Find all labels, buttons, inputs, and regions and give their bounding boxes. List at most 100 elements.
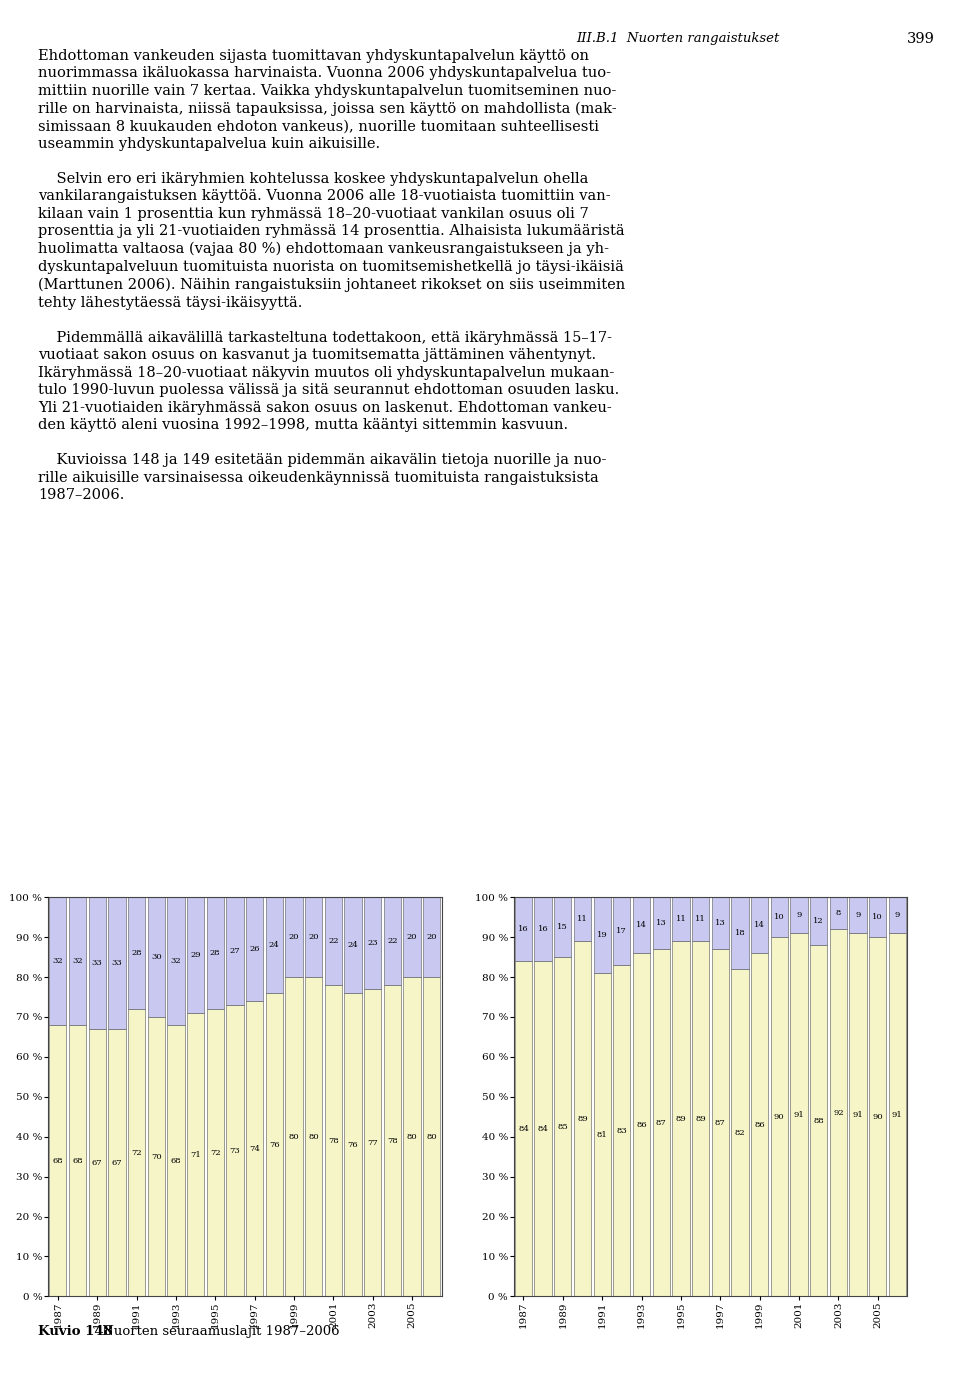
Text: 8: 8	[835, 910, 841, 917]
Text: 91: 91	[892, 1111, 902, 1118]
Text: 11: 11	[577, 915, 588, 924]
Bar	[515, 897, 532, 961]
Bar	[49, 1025, 66, 1296]
Bar	[285, 897, 302, 976]
Text: 30: 30	[151, 953, 161, 961]
Text: 68: 68	[53, 1157, 63, 1164]
Text: 32: 32	[53, 957, 63, 965]
Bar	[850, 933, 867, 1296]
Text: 17: 17	[616, 928, 627, 935]
Bar	[810, 897, 828, 944]
Text: 14: 14	[636, 921, 647, 929]
Text: 85: 85	[558, 1123, 568, 1131]
Bar	[206, 897, 224, 1008]
Bar	[246, 1002, 263, 1296]
Bar	[384, 985, 401, 1296]
Bar	[423, 897, 441, 976]
Bar	[535, 897, 552, 961]
Text: 84: 84	[538, 1125, 548, 1132]
Bar	[187, 1013, 204, 1296]
Bar	[810, 944, 828, 1296]
Bar	[324, 985, 342, 1296]
Bar	[515, 961, 532, 1296]
Text: 20: 20	[407, 933, 418, 942]
Text: 84: 84	[518, 1125, 529, 1132]
Bar	[554, 957, 571, 1296]
Text: 9: 9	[895, 911, 900, 919]
Bar	[771, 938, 788, 1296]
Text: 82: 82	[734, 1128, 745, 1136]
Bar	[305, 897, 323, 976]
Text: 20: 20	[289, 933, 300, 942]
Text: 72: 72	[210, 1149, 221, 1157]
Bar	[246, 897, 263, 1002]
Bar	[148, 897, 165, 1017]
Bar	[227, 897, 244, 1004]
Text: 32: 32	[171, 957, 181, 965]
Bar	[305, 976, 323, 1296]
Bar	[403, 897, 420, 976]
Text: 33: 33	[92, 958, 103, 967]
Bar	[148, 1017, 165, 1296]
Text: 16: 16	[538, 925, 548, 933]
Text: 27: 27	[229, 947, 240, 956]
Bar	[593, 974, 611, 1296]
Text: 12: 12	[813, 917, 824, 925]
Bar	[790, 933, 807, 1296]
Text: 68: 68	[171, 1157, 181, 1164]
Text: 32: 32	[72, 957, 83, 965]
Text: 87: 87	[656, 1118, 666, 1127]
Text: 76: 76	[348, 1141, 358, 1149]
Bar	[88, 1029, 106, 1296]
Text: 33: 33	[111, 958, 122, 967]
Bar	[187, 897, 204, 1013]
Bar	[535, 961, 552, 1296]
Text: 16: 16	[518, 925, 529, 933]
Text: 88: 88	[813, 1117, 824, 1125]
Bar	[889, 933, 906, 1296]
Bar	[751, 897, 768, 953]
Bar	[345, 993, 362, 1296]
Text: 28: 28	[132, 949, 142, 957]
Text: 15: 15	[558, 924, 568, 931]
Text: 10: 10	[774, 912, 784, 921]
Bar	[633, 897, 650, 953]
Text: 78: 78	[328, 1136, 339, 1145]
Bar	[711, 897, 729, 949]
Text: 74: 74	[250, 1145, 260, 1153]
Text: 22: 22	[328, 938, 339, 944]
Text: 22: 22	[387, 938, 397, 944]
Text: 90: 90	[774, 1113, 784, 1121]
Bar	[751, 953, 768, 1296]
Bar	[850, 897, 867, 933]
Bar	[672, 897, 689, 942]
Bar	[732, 970, 749, 1296]
Text: 80: 80	[407, 1132, 418, 1141]
Bar	[869, 897, 886, 938]
Text: 10: 10	[873, 912, 883, 921]
Text: 77: 77	[368, 1139, 378, 1146]
Bar	[692, 942, 709, 1296]
Text: 86: 86	[636, 1121, 647, 1128]
Bar	[403, 976, 420, 1296]
Text: 67: 67	[111, 1159, 122, 1167]
Text: 23: 23	[368, 939, 378, 947]
Bar	[167, 1025, 184, 1296]
Bar	[653, 897, 670, 949]
Text: 80: 80	[308, 1132, 319, 1141]
Bar	[227, 1004, 244, 1296]
Bar	[88, 897, 106, 1029]
Text: III.B.1  Nuorten rangaistukset: III.B.1 Nuorten rangaistukset	[576, 32, 780, 45]
Text: 72: 72	[132, 1149, 142, 1157]
Bar	[574, 897, 591, 942]
Text: 91: 91	[852, 1111, 863, 1118]
Text: 29: 29	[190, 951, 201, 958]
Bar	[167, 897, 184, 1025]
Bar	[593, 897, 611, 974]
Text: 70: 70	[151, 1153, 161, 1160]
Text: 19: 19	[597, 931, 608, 939]
Bar	[266, 993, 283, 1296]
Bar	[324, 897, 342, 985]
Bar	[69, 897, 86, 1025]
Bar	[829, 929, 847, 1296]
